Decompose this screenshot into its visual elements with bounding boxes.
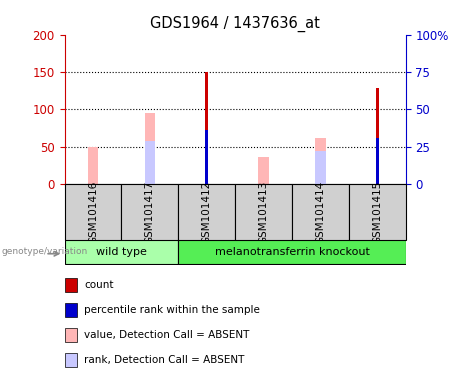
Text: GSM101417: GSM101417 bbox=[145, 180, 155, 244]
Bar bbox=[205, 131, 208, 184]
Text: GSM101414: GSM101414 bbox=[315, 180, 325, 244]
Bar bbox=[292, 184, 349, 240]
Text: wild type: wild type bbox=[96, 247, 147, 258]
Bar bbox=[315, 151, 325, 184]
Text: genotype/variation: genotype/variation bbox=[1, 247, 88, 256]
Text: rank, Detection Call = ABSENT: rank, Detection Call = ABSENT bbox=[84, 355, 245, 365]
Text: GSM101416: GSM101416 bbox=[88, 180, 98, 244]
Text: melanotransferrin knockout: melanotransferrin knockout bbox=[214, 247, 369, 258]
Bar bbox=[145, 113, 155, 184]
Bar bbox=[376, 88, 379, 184]
Text: count: count bbox=[84, 280, 114, 290]
Bar bbox=[145, 141, 155, 184]
Bar bbox=[65, 240, 178, 265]
Bar bbox=[205, 72, 208, 184]
Bar bbox=[178, 240, 406, 265]
Text: value, Detection Call = ABSENT: value, Detection Call = ABSENT bbox=[84, 330, 250, 340]
Bar bbox=[88, 147, 98, 184]
Text: GSM101412: GSM101412 bbox=[201, 180, 212, 244]
Text: GSM101413: GSM101413 bbox=[259, 180, 269, 244]
Bar bbox=[121, 184, 178, 240]
Bar bbox=[259, 157, 269, 184]
Bar bbox=[178, 184, 235, 240]
Text: GSM101415: GSM101415 bbox=[372, 180, 382, 244]
Bar bbox=[349, 184, 406, 240]
Bar bbox=[376, 138, 379, 184]
Title: GDS1964 / 1437636_at: GDS1964 / 1437636_at bbox=[150, 16, 320, 32]
Bar bbox=[315, 138, 325, 184]
Text: percentile rank within the sample: percentile rank within the sample bbox=[84, 305, 260, 315]
Bar bbox=[65, 184, 121, 240]
Bar bbox=[235, 184, 292, 240]
